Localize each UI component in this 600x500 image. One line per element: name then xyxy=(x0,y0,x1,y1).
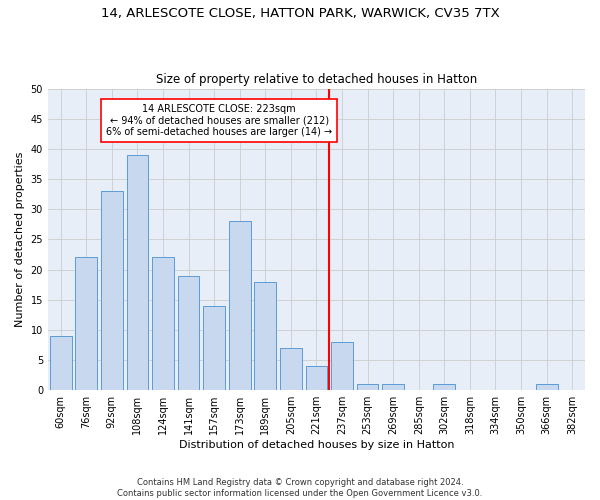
Bar xyxy=(382,384,404,390)
Bar xyxy=(331,342,353,390)
Bar xyxy=(101,191,123,390)
Bar xyxy=(76,258,97,390)
Text: 14 ARLESCOTE CLOSE: 223sqm
← 94% of detached houses are smaller (212)
6% of semi: 14 ARLESCOTE CLOSE: 223sqm ← 94% of deta… xyxy=(106,104,332,137)
Bar xyxy=(305,366,328,390)
X-axis label: Distribution of detached houses by size in Hatton: Distribution of detached houses by size … xyxy=(179,440,454,450)
Bar xyxy=(178,276,199,390)
Bar xyxy=(152,258,174,390)
Text: Contains HM Land Registry data © Crown copyright and database right 2024.
Contai: Contains HM Land Registry data © Crown c… xyxy=(118,478,482,498)
Bar xyxy=(280,348,302,390)
Bar xyxy=(254,282,276,390)
Bar xyxy=(433,384,455,390)
Bar xyxy=(536,384,557,390)
Bar xyxy=(203,306,225,390)
Y-axis label: Number of detached properties: Number of detached properties xyxy=(15,152,25,327)
Bar xyxy=(50,336,71,390)
Text: 14, ARLESCOTE CLOSE, HATTON PARK, WARWICK, CV35 7TX: 14, ARLESCOTE CLOSE, HATTON PARK, WARWIC… xyxy=(101,8,499,20)
Title: Size of property relative to detached houses in Hatton: Size of property relative to detached ho… xyxy=(156,73,477,86)
Bar xyxy=(357,384,379,390)
Bar xyxy=(127,155,148,390)
Bar xyxy=(229,222,251,390)
